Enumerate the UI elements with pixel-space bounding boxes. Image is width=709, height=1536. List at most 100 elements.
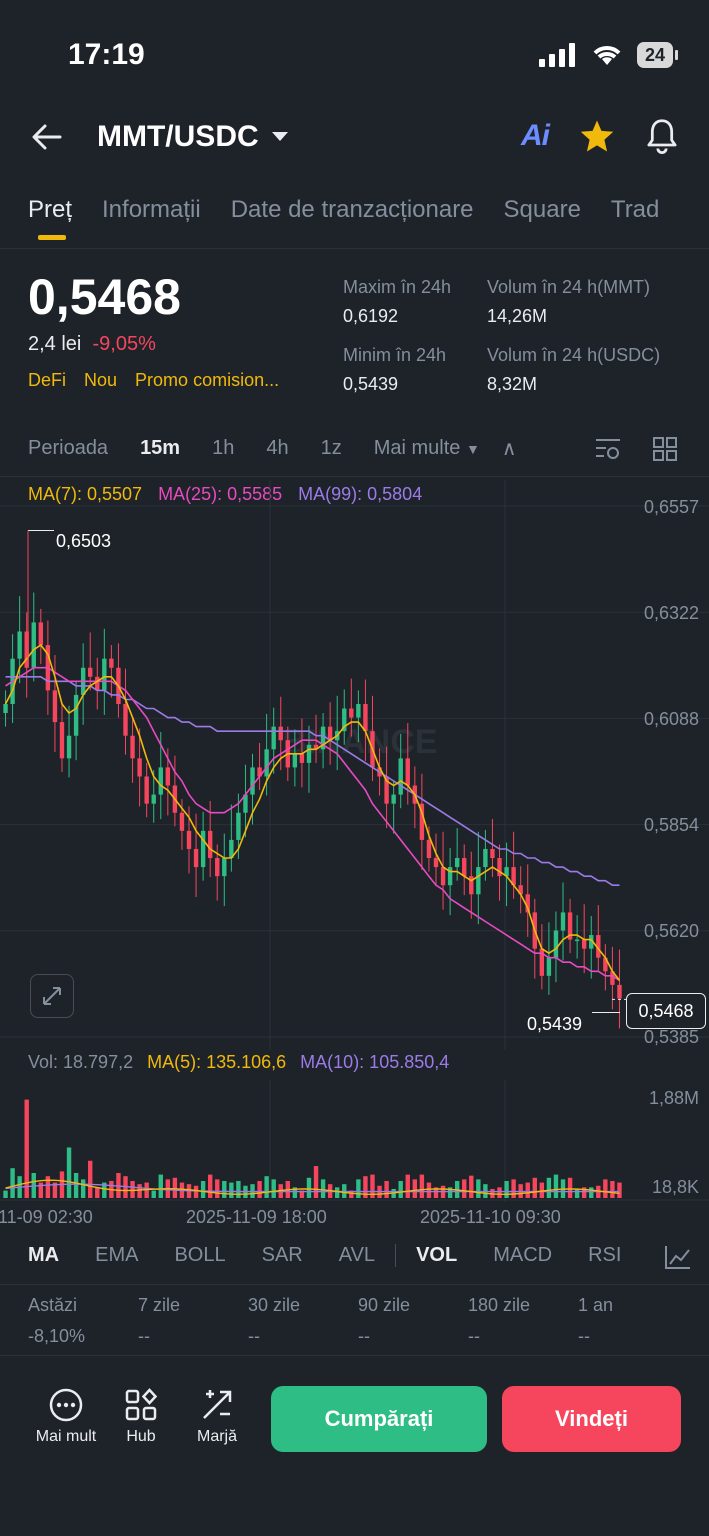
candle-body [596,935,601,958]
indicator-vol[interactable]: VOL [395,1244,457,1267]
tag-defi[interactable]: DeFi [28,370,67,390]
depth-toggle[interactable]: ∧ [501,438,517,460]
volume-bar [95,1187,100,1198]
more-intervals-dropdown[interactable]: Mai multe ▼ [374,437,480,460]
fullscreen-button[interactable] [30,974,74,1018]
candle-body [356,703,361,718]
perf-value: -8,10% [28,1326,86,1346]
high-marker-label: 0,6503 [56,531,112,551]
candle-body [539,948,545,976]
interval-toolbar: Perioada 15m 1h 4h 1z Mai multe ▼ ∧ [28,436,516,461]
candle-body [186,830,192,849]
last-price-tag: 0,5468 [626,993,706,1029]
candlestick-chart[interactable]: BINANCE [0,480,709,1050]
legend-ma7: MA(7): 0,5507 [28,484,143,504]
candle-body [546,957,552,976]
page-tabs: Preț Informații Date de tranzacționare S… [28,196,660,240]
candle-body [243,794,248,813]
indicator-tabs: MA EMA BOLL SAR AVL VOL MACD RSI [28,1244,621,1267]
stat-vol-base: Volum în 24 h(MMT) 14,26M [487,277,650,327]
indicator-macd[interactable]: MACD [493,1244,553,1266]
stat-value: 8,32M [487,374,538,394]
candle-body [398,758,403,795]
volume-bar [546,1177,552,1198]
candle-body [158,767,163,795]
candle-body [617,984,622,999]
buy-button[interactable]: Cumpărați [271,1386,487,1452]
favorite-star-icon[interactable] [579,119,615,153]
bell-icon[interactable] [645,118,679,154]
interval-1h[interactable]: 1h [212,437,235,459]
volume-bar [334,1187,340,1198]
perf-label: 1 an [578,1295,614,1315]
tag-promo[interactable]: Promo comision... [135,370,280,390]
indicator-rsi[interactable]: RSI [588,1244,622,1266]
tab-trading-data[interactable]: Date de tranzacționare [230,196,474,223]
perf-90d: 90 zile -- [358,1295,468,1347]
sell-button[interactable]: Vindeți [502,1386,681,1452]
volume-bar [426,1182,432,1198]
stat-vol-quote: Volum în 24 h(USDC) 8,32M [487,345,660,395]
volume-bar [356,1179,361,1198]
indicator-avl[interactable]: AVL [338,1244,376,1266]
candle-body [589,935,594,949]
chevron-down-icon: ▼ [465,441,480,457]
indicator-boll[interactable]: BOLL [174,1244,226,1266]
interval-1d[interactable]: 1z [320,437,342,459]
candle-body [419,803,425,840]
hub-button[interactable]: Hub [118,1388,164,1446]
candle-body [511,867,516,886]
volume-bar [370,1174,375,1198]
chevron-down-icon [271,132,288,141]
indicator-sar[interactable]: SAR [261,1244,303,1266]
candle-body [200,830,206,868]
chart-settings-icon[interactable] [594,436,622,462]
volume-bar [299,1190,305,1198]
volume-bar [306,1177,312,1198]
legend-ma25: MA(25): 0,5585 [158,484,283,504]
volume-bar [617,1182,622,1198]
fiat-price: 2,4 lei [28,333,82,355]
tab-info[interactable]: Informații [102,196,201,223]
low-marker-label: 0,5439 [527,1014,583,1034]
vol-y-tick: 1,88M [648,1088,699,1108]
perf-today: Astăzi -8,10% [28,1295,138,1347]
volume-bar [229,1182,234,1198]
candle-body [229,839,234,859]
legend-vol: Vol: 18.797,2 [28,1052,134,1072]
y-tick: 0,6557 [643,497,699,517]
interval-4h[interactable]: 4h [266,437,289,459]
tab-price[interactable]: Preț [28,196,73,240]
ai-icon[interactable]: Ai [521,119,550,152]
volume-bar [447,1187,453,1198]
interval-15m[interactable]: 15m [140,437,181,459]
y-tick: 0,5854 [643,815,699,835]
volume-bar [313,1166,319,1198]
indicator-ema[interactable]: EMA [95,1244,139,1266]
volume-chart[interactable] [0,1080,709,1202]
candle-body [490,848,495,859]
back-arrow-icon[interactable] [30,120,64,154]
stat-value: 0,5439 [343,374,399,394]
tab-trade[interactable]: Trad [610,196,660,223]
stat-value: 14,26M [487,306,548,326]
volume-bar [45,1176,51,1198]
pair-selector[interactable]: MMT/USDC [97,120,289,154]
tag-new[interactable]: Nou [84,370,118,390]
indicator-ma[interactable]: MA [28,1244,60,1266]
stat-label: Maxim în 24h [343,277,452,297]
more-button[interactable]: Mai mult [30,1388,102,1446]
layout-grid-icon[interactable] [652,436,678,462]
candle-body [52,690,58,723]
perf-30d: 30 zile -- [248,1295,358,1347]
candle-body [151,794,156,804]
candle-body [17,631,22,659]
margin-button[interactable]: Marjă [192,1388,242,1446]
candle-body [342,708,347,732]
tab-square[interactable]: Square [503,196,581,223]
candle-body [165,767,171,786]
indicator-settings-icon[interactable] [664,1244,692,1270]
volume-bar [66,1147,72,1198]
volume-bar [200,1180,206,1198]
volume-bar [137,1184,142,1198]
